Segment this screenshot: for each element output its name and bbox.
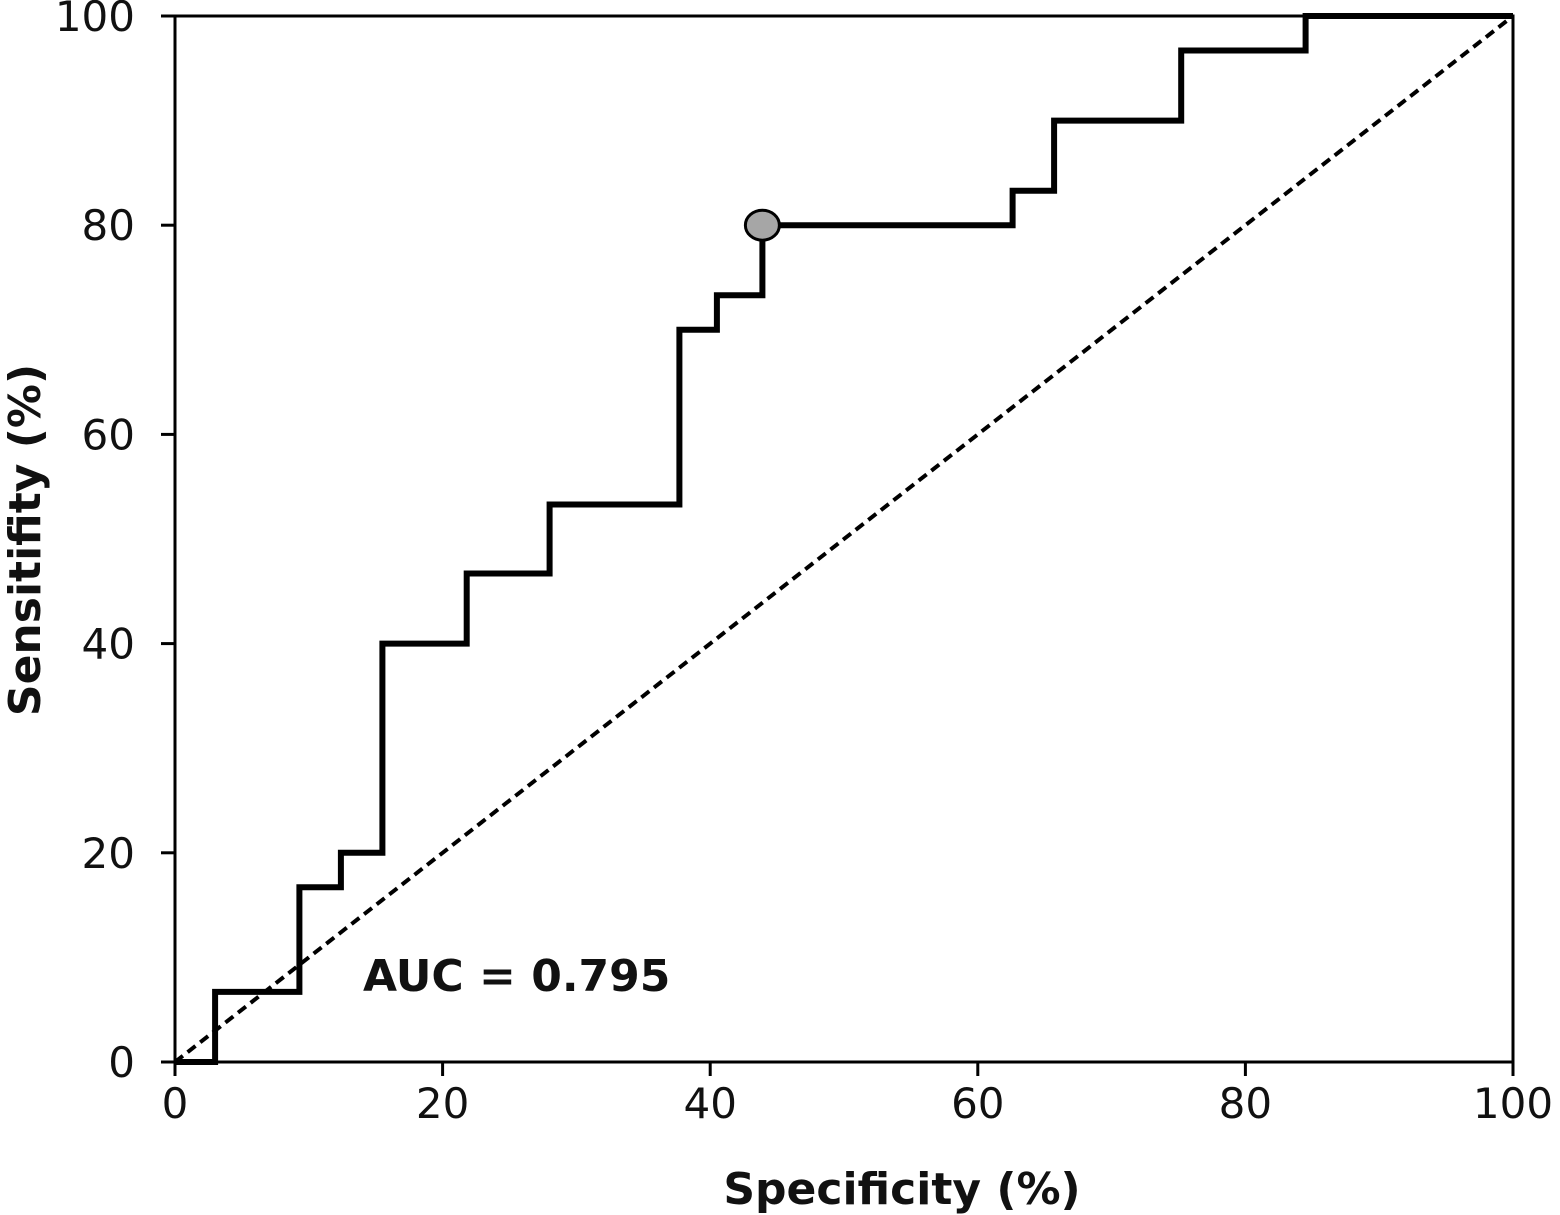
- y-axis-title: Sensitifity (%): [0, 364, 51, 716]
- roc-curve-series: [175, 13, 1513, 1065]
- optimal-cutoff-point: [743, 208, 781, 242]
- y-tick-label: 40: [82, 620, 135, 669]
- reference-diagonal-line: [173, 14, 1515, 1064]
- x-tick-label: 60: [951, 1079, 1004, 1128]
- x-tick-label: 0: [162, 1079, 189, 1128]
- x-tick-label: 40: [683, 1079, 736, 1128]
- x-axis-title: Specificity (%): [723, 1164, 1080, 1215]
- y-tick-label: 80: [82, 201, 135, 250]
- y-tick-label: 60: [82, 410, 135, 459]
- x-tick-label: 100: [1473, 1079, 1553, 1128]
- y-tick-label: 0: [108, 1038, 135, 1087]
- axis-ticks: [161, 14, 1515, 1076]
- x-tick-label: 80: [1219, 1079, 1272, 1128]
- axis-tick-labels: 0 20 40 60 80 100 0 20 40 60 80 100: [55, 0, 1553, 1128]
- auc-annotation: AUC = 0.795: [363, 951, 670, 1002]
- x-tick-label: 20: [416, 1079, 469, 1128]
- y-tick-label: 100: [55, 0, 135, 41]
- y-tick-label: 20: [82, 829, 135, 878]
- plot-frame: [173, 14, 1515, 1064]
